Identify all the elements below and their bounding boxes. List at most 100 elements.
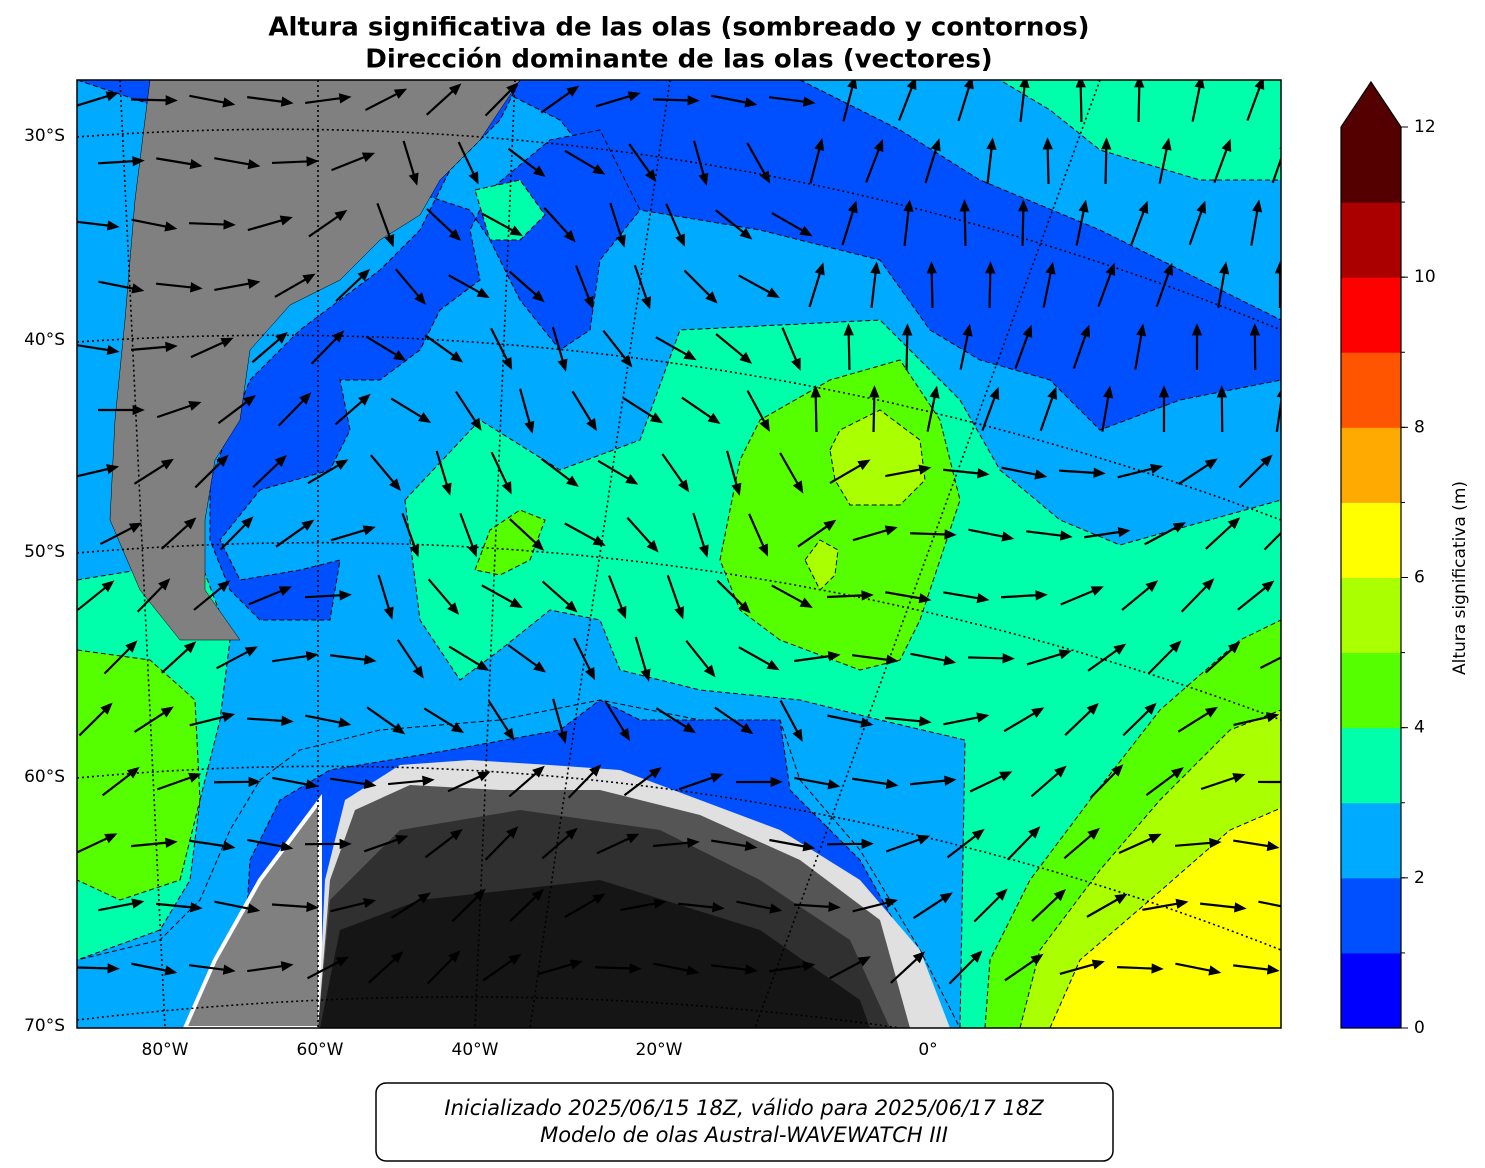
colorbar-tick-label: 8	[1414, 417, 1425, 437]
wave-vector	[715, 333, 753, 364]
wave-vector	[571, 390, 597, 432]
wave-vector	[490, 327, 513, 371]
wave-vector	[451, 888, 486, 923]
wave-vector	[423, 707, 465, 734]
wave-vector	[602, 330, 633, 368]
wave-vector	[715, 209, 753, 240]
wave-vector	[843, 323, 854, 371]
wave-vector	[827, 714, 874, 728]
wave-vector	[1259, 656, 1281, 669]
wave-vector	[1026, 530, 1073, 541]
wave-vector	[1258, 900, 1281, 908]
wave-vector	[711, 94, 758, 108]
wave-region	[999, 80, 1281, 181]
wave-vector	[1191, 323, 1203, 371]
wave-vector	[1086, 893, 1128, 918]
wave-vector	[541, 580, 578, 613]
wave-vector	[1019, 80, 1030, 122]
wave-vector	[829, 956, 871, 980]
wave-vector	[543, 206, 576, 243]
wave-vector	[959, 199, 970, 247]
wave-vector	[426, 208, 462, 241]
wave-vector	[946, 828, 985, 859]
wave-vector	[968, 528, 1015, 542]
wave-vector	[448, 274, 490, 299]
wave-vector	[1101, 385, 1114, 432]
wave-vector	[652, 95, 700, 106]
wave-vector	[1075, 199, 1089, 246]
wave-vector	[1216, 385, 1228, 433]
colorbar-segment	[1341, 277, 1401, 353]
wave-vector	[1200, 773, 1246, 791]
wave-region	[829, 409, 926, 506]
land	[109, 80, 521, 641]
wave-vector	[1130, 200, 1149, 246]
wave-vector	[1031, 888, 1067, 922]
wave-vector	[508, 270, 545, 303]
wave-vector	[1233, 839, 1280, 852]
wave-vector	[653, 962, 700, 976]
wave-vector	[133, 458, 174, 485]
wave-vector	[1042, 261, 1056, 308]
wave-vector	[1177, 458, 1218, 485]
wave-vector	[425, 83, 462, 116]
wave-vector	[1118, 833, 1162, 855]
wave-vector	[781, 327, 801, 371]
wave-vector	[1158, 137, 1172, 184]
wave-vector	[1246, 80, 1265, 122]
wave-vector	[1263, 531, 1281, 551]
lon-label: 60°W	[297, 1040, 344, 1060]
colorbar-segment	[1341, 427, 1401, 503]
wave-vector	[448, 645, 490, 671]
wave-vector	[310, 330, 345, 365]
wave-region	[804, 539, 839, 591]
lat-label: 40°S	[24, 330, 65, 350]
wave-vector	[714, 706, 754, 735]
wave-vector	[564, 149, 606, 175]
wave-vector	[1089, 764, 1124, 799]
wave-vector	[826, 838, 874, 849]
wave-vector	[77, 580, 115, 611]
colorbar-segment	[1341, 952, 1401, 1029]
colorbar-tick-label: 6	[1414, 568, 1425, 588]
wave-vector	[394, 268, 427, 305]
wave-vector	[1101, 137, 1112, 185]
wave-vector	[247, 215, 293, 232]
wave-vector	[1121, 580, 1159, 611]
colorbar-label: Altura significativa (m)	[1450, 481, 1470, 675]
wave-vector	[1233, 712, 1280, 726]
wave-vector	[131, 962, 178, 976]
wave-vector	[967, 653, 1015, 664]
wave-vector	[852, 897, 899, 913]
wave-vector	[156, 401, 202, 419]
wave-vector	[711, 839, 758, 852]
wave-vector	[841, 200, 858, 246]
wave-vector	[457, 141, 479, 185]
wave-vector	[330, 898, 377, 913]
colorbar-tick-label: 12	[1414, 117, 1436, 137]
wave-vector	[746, 390, 770, 432]
wave-vector	[1158, 385, 1170, 433]
wave-vector	[271, 901, 319, 912]
wave-vector	[1039, 386, 1058, 432]
wave-vector	[957, 80, 974, 122]
wave-vector	[1174, 837, 1222, 849]
wave-vector	[401, 512, 420, 558]
wave-vector	[1213, 138, 1232, 184]
wave-vector	[507, 644, 547, 673]
wave-vector	[540, 457, 579, 487]
wave-vector	[902, 323, 913, 371]
wave-vector	[427, 578, 460, 615]
wave-vector	[564, 893, 606, 918]
wave-vector	[390, 892, 431, 919]
wave-vector	[274, 273, 316, 298]
wave-vector	[685, 640, 716, 678]
wave-vector	[130, 341, 178, 353]
wave-vector	[869, 385, 880, 433]
wave-vector	[217, 395, 256, 425]
wave-vector	[190, 337, 234, 359]
wave-vector	[330, 777, 377, 790]
wave-vector	[426, 950, 461, 985]
colorbar-segment	[1341, 202, 1401, 278]
